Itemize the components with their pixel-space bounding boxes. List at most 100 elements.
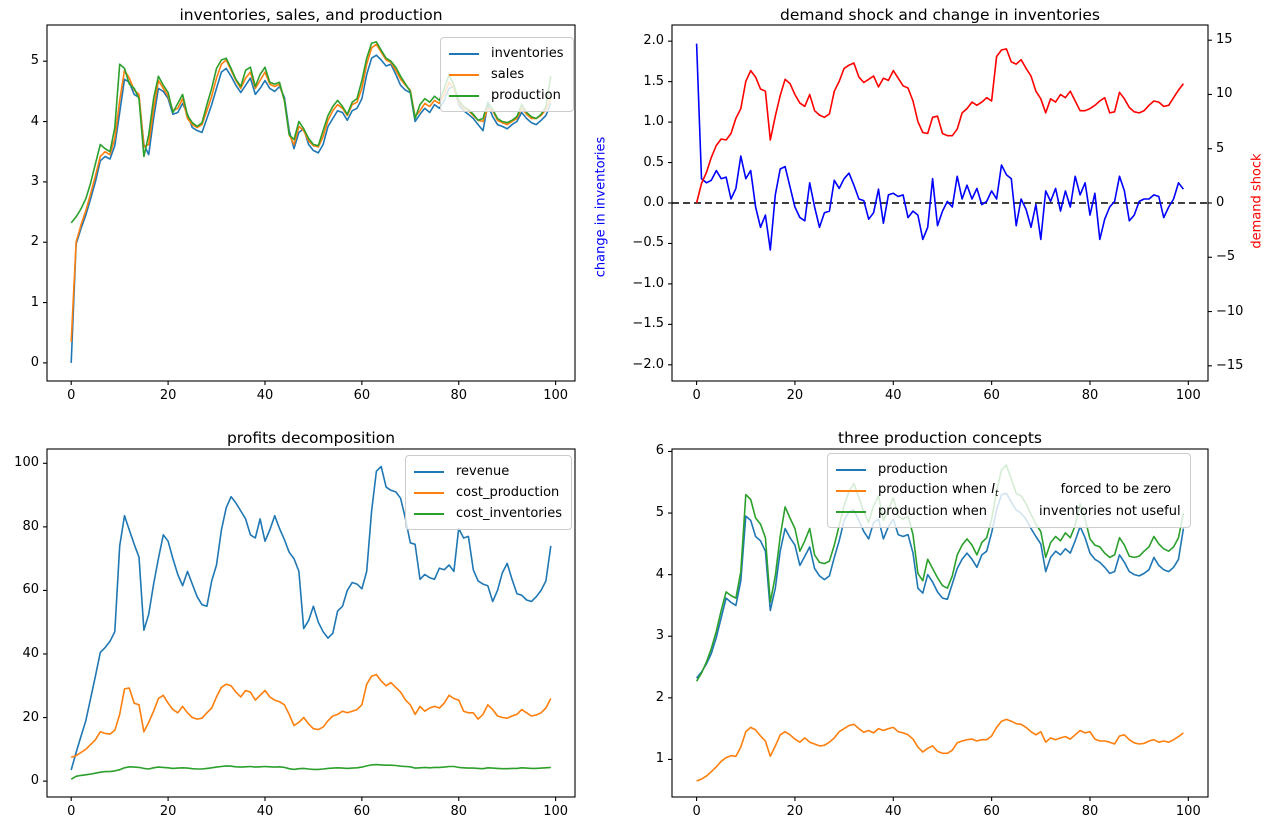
series-line-demand-shock [695, 48, 1185, 204]
x-tick-label: 0 [67, 388, 76, 403]
legend-line-sample [836, 468, 866, 471]
axes-spines [671, 448, 1209, 798]
y-tick-label: 2.0 [643, 33, 664, 49]
series-line-revenue [70, 465, 552, 771]
x-tick-label: 80 [450, 804, 468, 819]
legend-entry: production when inventories not useful [836, 501, 1181, 522]
y-tick-label: 1 [30, 294, 39, 310]
y-tick-label: 5 [655, 505, 664, 521]
y-tick-label: 1 [655, 751, 664, 767]
legend-entry: production [449, 85, 564, 106]
legend-label: production when It forced to be zero [878, 482, 1172, 499]
series-line-production [695, 492, 1185, 679]
chart-title-inventories-sales-production: inventories, sales, and production [179, 6, 443, 24]
y-tick-label: 0 [30, 354, 39, 370]
x-tick-label: 0 [692, 388, 701, 403]
x-tick-label: 40 [885, 388, 902, 403]
legend-label: revenue [456, 464, 510, 479]
legend-line-sample [449, 73, 479, 76]
y-tick-label-right: −15 [1216, 357, 1244, 373]
x-tick-label: 20 [786, 804, 804, 819]
series-line-production-when-inventories-not-useful [695, 464, 1185, 682]
chart-title-demand-shock: demand shock and change in inventories [780, 6, 1100, 24]
y-axis-label-change-in-inventories: change in inventories [593, 136, 609, 278]
y-tick-label: −1.0 [632, 275, 664, 291]
legend-label: cost_production [456, 485, 560, 500]
axes-spines [46, 448, 576, 798]
legend-entry: production when It forced to be zero [836, 480, 1181, 501]
y-tick-label: 3 [30, 173, 39, 189]
legend-entry: revenue [414, 461, 562, 482]
y-tick-label: 6 [655, 443, 664, 459]
y-tick-label: −0.5 [632, 235, 664, 251]
y-tick-label-right: 15 [1216, 32, 1233, 48]
y-tick-label: 1.5 [643, 73, 664, 89]
chart-title-three-production-concepts: three production concepts [838, 429, 1042, 447]
legend-label: production [878, 462, 948, 477]
legend-line-sample [449, 94, 479, 97]
legend-label: sales [491, 67, 525, 82]
legend-entry: sales [449, 64, 564, 85]
x-tick-label: 100 [1175, 388, 1201, 403]
legend-entry: inventories [449, 43, 564, 64]
legend-label: production when inventories not useful [878, 504, 1181, 519]
y-tick-label: 1.0 [643, 114, 664, 130]
y-tick-label: 5 [30, 53, 39, 69]
x-tick-label: 100 [543, 388, 569, 403]
x-tick-label: 20 [786, 388, 804, 403]
legend: revenue cost_production cost_inventories [405, 455, 573, 530]
legend-line-sample [836, 489, 866, 492]
y-tick-label: −2.0 [632, 356, 664, 372]
legend: production production when It forced to be… [827, 453, 1191, 528]
series-line-change-in-inventories [695, 43, 1185, 251]
legend-entry: cost_production [414, 482, 562, 503]
x-tick-label: 60 [353, 388, 371, 403]
legend-line-sample [414, 470, 444, 473]
x-tick-label: 0 [67, 804, 76, 819]
x-tick-label: 20 [159, 388, 177, 403]
x-tick-label: 60 [983, 388, 1000, 403]
y-tick-label: 0.0 [643, 195, 664, 210]
series-line-sales [70, 43, 552, 342]
y-tick-label: 60 [22, 582, 39, 598]
y-tick-label: 100 [14, 455, 39, 471]
series-line-production-when-it-forced-to-be-zero [696, 718, 1184, 782]
legend-label: inventories [491, 46, 564, 61]
x-tick-label: 40 [256, 388, 274, 403]
x-tick-label: 60 [353, 804, 371, 819]
y-tick-label: 20 [22, 709, 39, 725]
x-tick-label: 100 [543, 804, 569, 819]
x-tick-label: 80 [450, 388, 468, 403]
x-tick-label: 60 [983, 804, 1000, 819]
x-tick-label: 40 [256, 804, 274, 819]
y-tick-label: 2 [30, 234, 39, 250]
chart-title-profits-decomposition: profits decomposition [226, 429, 396, 447]
y-tick-label-right: 5 [1216, 140, 1225, 156]
x-tick-label: 80 [1081, 804, 1099, 819]
x-tick-label: 0 [692, 804, 701, 819]
y-tick-label: 0 [30, 773, 39, 789]
y-tick-label: 4 [30, 113, 39, 129]
legend-line-sample [414, 512, 444, 515]
y-tick-label: 2 [655, 689, 664, 705]
legend-line-sample [449, 52, 479, 55]
y-tick-label-right: 0 [1216, 195, 1225, 210]
y-tick-label: −1.5 [632, 316, 664, 332]
legend-entry: cost_inventories [414, 503, 562, 524]
axes-spines [46, 24, 576, 382]
series-line-inventories [70, 54, 552, 363]
y-tick-label: 0.5 [643, 154, 664, 170]
legend-label: production [491, 88, 561, 103]
legend-entry: production [836, 459, 1181, 480]
y-tick-label: 3 [655, 628, 664, 644]
legend-line-sample [414, 491, 444, 494]
legend-label: cost_inventories [456, 506, 563, 521]
series-line-cost-production [70, 673, 552, 759]
legend-line-sample [836, 510, 866, 513]
y-tick-label-right: −5 [1216, 249, 1236, 265]
series-line-cost-inventories [70, 763, 551, 780]
x-tick-label: 20 [159, 804, 177, 819]
y-tick-label: 80 [22, 518, 39, 534]
